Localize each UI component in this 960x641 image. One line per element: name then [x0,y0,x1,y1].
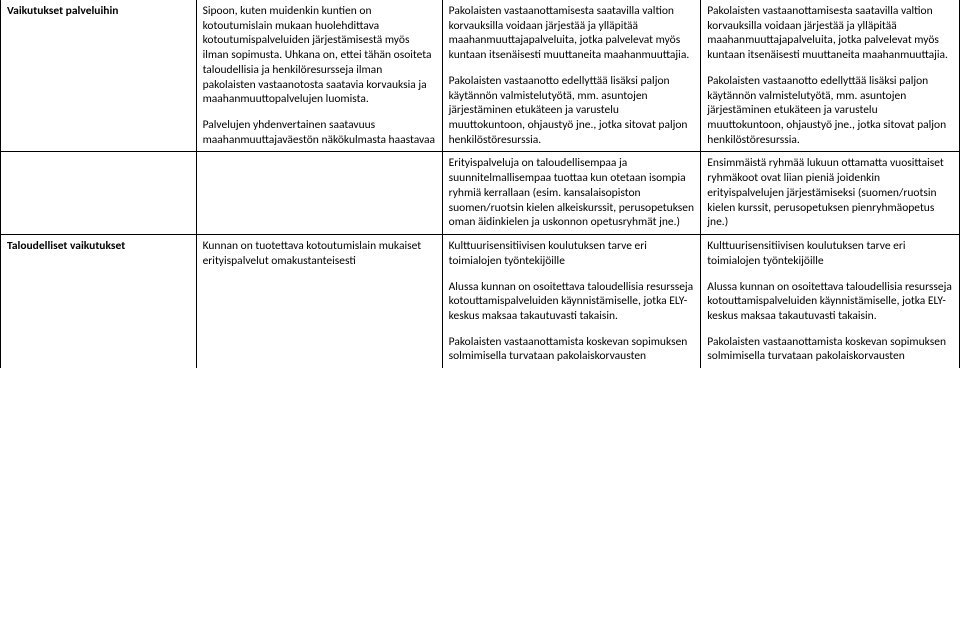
paragraph: Kulttuurisensitiivisen koulutuksen tarve… [449,239,695,268]
cell: Ensimmäistä ryhmää lukuun ottamatta vuos… [701,152,960,235]
cell: Sipoon, kuten muidenkin kuntien on kotou… [196,0,442,152]
paragraph: Alussa kunnan on osoitettava taloudellis… [449,280,695,324]
paragraph: Pakolaisten vastaanottamisesta saatavill… [707,4,953,63]
table-row: Vaikutukset palveluihin Sipoon, kuten mu… [1,0,960,152]
cell: Kunnan on tuotettava kotoutumislain muka… [196,235,442,369]
row-label-cell [1,152,197,235]
document-table: Vaikutukset palveluihin Sipoon, kuten mu… [0,0,960,368]
cell: Pakolaisten vastaanottamisesta saatavill… [701,0,960,152]
paragraph: Kunnan on tuotettava kotoutumislain muka… [203,239,436,268]
paragraph: Pakolaisten vastaanotto edellyttää lisäk… [707,74,953,148]
cell: Kulttuurisensitiivisen koulutuksen tarve… [442,235,701,369]
row-label-cell: Taloudelliset vaikutukset [1,235,197,369]
cell: Erityispalveluja on taloudellisempaa ja … [442,152,701,235]
paragraph: Erityispalveluja on taloudellisempaa ja … [449,156,695,230]
paragraph: Pakolaisten vastaanottamista koskevan so… [707,335,953,364]
paragraph: Alussa kunnan on osoitettava taloudellis… [707,280,953,324]
paragraph: Sipoon, kuten muidenkin kuntien on kotou… [203,4,436,107]
paragraph: Pakolaisten vastaanottamista koskevan so… [449,335,695,364]
paragraph: Ensimmäistä ryhmää lukuun ottamatta vuos… [707,156,953,230]
row-label: Taloudelliset vaikutukset [7,239,125,253]
table-row: Taloudelliset vaikutukset Kunnan on tuot… [1,235,960,369]
paragraph: Palvelujen yhdenvertainen saatavuus maah… [203,118,436,147]
cell [196,152,442,235]
table-row: Erityispalveluja on taloudellisempaa ja … [1,152,960,235]
paragraph: Pakolaisten vastaanotto edellyttää lisäk… [449,74,695,148]
paragraph: Pakolaisten vastaanottamisesta saatavill… [449,4,695,63]
cell: Kulttuurisensitiivisen koulutuksen tarve… [701,235,960,369]
paragraph: Kulttuurisensitiivisen koulutuksen tarve… [707,239,953,268]
cell: Pakolaisten vastaanottamisesta saatavill… [442,0,701,152]
row-label: Vaikutukset palveluihin [7,4,118,18]
row-label-cell: Vaikutukset palveluihin [1,0,197,152]
